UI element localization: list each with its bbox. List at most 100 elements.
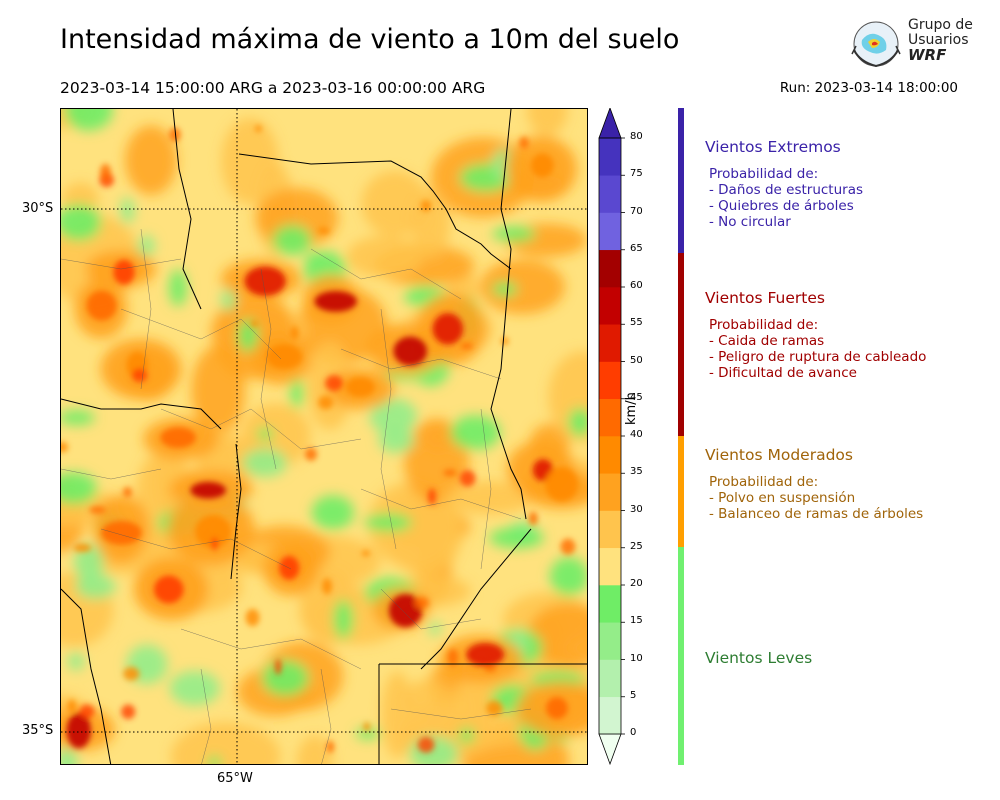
wind-cell	[160, 427, 197, 449]
wind-cell	[153, 575, 184, 604]
category-desc-line: Probabilidad de:	[709, 317, 819, 333]
wind-cell	[123, 667, 140, 681]
wind-cell	[169, 670, 220, 706]
wind-cell	[544, 467, 579, 502]
wind-cell	[266, 344, 303, 370]
wind-cell	[568, 407, 587, 437]
wind-cell	[289, 377, 304, 409]
wind-cell	[314, 291, 357, 312]
wind-cell	[221, 118, 279, 204]
wind-cell	[274, 658, 282, 675]
wind-cell	[317, 227, 330, 235]
colorbar-segment	[599, 659, 621, 698]
colorbar-tick-label: 15	[630, 615, 643, 627]
wind-cell	[207, 755, 222, 764]
colorbar-segment	[599, 175, 621, 213]
wind-cell	[113, 259, 135, 285]
wind-cell	[501, 337, 509, 346]
colorbar-unit: km/h	[624, 392, 639, 425]
wind-cell	[528, 511, 538, 526]
wind-cell	[492, 226, 536, 242]
run-time: Run: 2023-03-14 18:00:00	[779, 80, 958, 96]
wind-cell	[378, 427, 415, 453]
category-bar-extremos	[678, 108, 684, 253]
wind-cell	[321, 578, 332, 595]
wind-cell	[169, 127, 181, 142]
wind-cell	[369, 398, 418, 435]
wind-cell	[61, 472, 98, 505]
wind-cell	[67, 699, 77, 713]
colorbar-tick-label: 25	[630, 540, 643, 552]
wind-cell	[460, 342, 473, 350]
wind-cell	[325, 375, 343, 391]
wind-cell	[170, 722, 281, 764]
wind-cell	[484, 665, 497, 672]
wind-cell	[75, 573, 116, 600]
colorbar-segment	[599, 324, 621, 362]
wind-cell	[414, 596, 430, 609]
wind-cell	[121, 704, 136, 720]
colorbar-tick-label: 75	[630, 168, 643, 180]
logo-line-1: Grupo de	[908, 17, 973, 33]
wind-cell	[489, 527, 545, 549]
category-desc-line: Probabilidad de:	[709, 474, 819, 490]
colorbar-segment	[599, 473, 621, 511]
wind-cell	[318, 395, 334, 410]
colorbar-tick-label: 35	[630, 466, 643, 478]
colorbar-tick-label: 65	[630, 242, 643, 254]
wind-cell	[326, 740, 335, 753]
department-borders	[61, 228, 532, 764]
wind-cell	[64, 109, 113, 131]
graticule	[61, 109, 587, 764]
category-bar-fuertes	[678, 253, 684, 436]
wind-cell	[261, 660, 309, 697]
wind-cell	[79, 704, 95, 719]
wind-cell	[417, 736, 435, 753]
colorbar-tick-label: 45	[630, 391, 643, 403]
wind-cell	[361, 550, 371, 557]
category-title: Vientos Moderados	[705, 446, 853, 464]
wind-cell	[245, 608, 260, 627]
globe-icon	[851, 21, 901, 68]
wind-cell	[131, 368, 148, 383]
colorbar-tick-label: 50	[630, 354, 643, 366]
category-extremos: Vientos Extremos Probabilidad de: - Daño…	[705, 138, 995, 230]
wind-cell	[194, 514, 232, 549]
colorbar-segment	[599, 510, 621, 549]
wind-cell	[250, 320, 259, 327]
wind-cell	[89, 506, 106, 514]
logo-line-3: WRF	[908, 46, 947, 64]
category-desc-line: - Caida de ramas	[709, 333, 825, 349]
colorbar-tick-label: 10	[630, 652, 643, 664]
wind-cell	[73, 543, 92, 553]
category-title: Vientos Leves	[705, 649, 813, 667]
wind-cell	[450, 415, 501, 450]
colorbar-segment	[599, 547, 621, 586]
wind-cell	[364, 513, 413, 532]
colorbar-segment	[599, 212, 621, 251]
wrf-logo: Grupo de Usuarios WRF	[848, 16, 978, 74]
wind-cell	[311, 495, 354, 530]
wind-cell	[272, 224, 312, 256]
wind-cell	[242, 448, 288, 477]
wind-cell	[190, 481, 227, 499]
category-desc-line: - Balanceo de ramas de árboles	[709, 506, 924, 522]
wind-cell	[168, 269, 188, 307]
wind-cell	[427, 488, 437, 505]
category-leves: Vientos Leves	[705, 649, 995, 677]
wind-cell	[237, 318, 259, 352]
wind-cell	[410, 190, 451, 259]
wind-cell	[355, 728, 381, 740]
wind-cell	[333, 599, 354, 639]
province-borders	[61, 109, 587, 764]
category-desc-line: - Dificultad de avance	[709, 365, 857, 381]
colorbar-segment	[599, 398, 621, 437]
wind-cell	[466, 642, 505, 667]
category-fuertes: Vientos Fuertes Probabilidad de: - Caida…	[705, 289, 995, 381]
wind-cell	[428, 621, 441, 636]
wind-cell	[254, 124, 262, 133]
wind-field-svg	[61, 109, 587, 764]
category-bar-moderados	[678, 436, 684, 547]
colorbar-segment	[599, 622, 621, 660]
logo-line-2: Usuarios	[908, 32, 969, 48]
